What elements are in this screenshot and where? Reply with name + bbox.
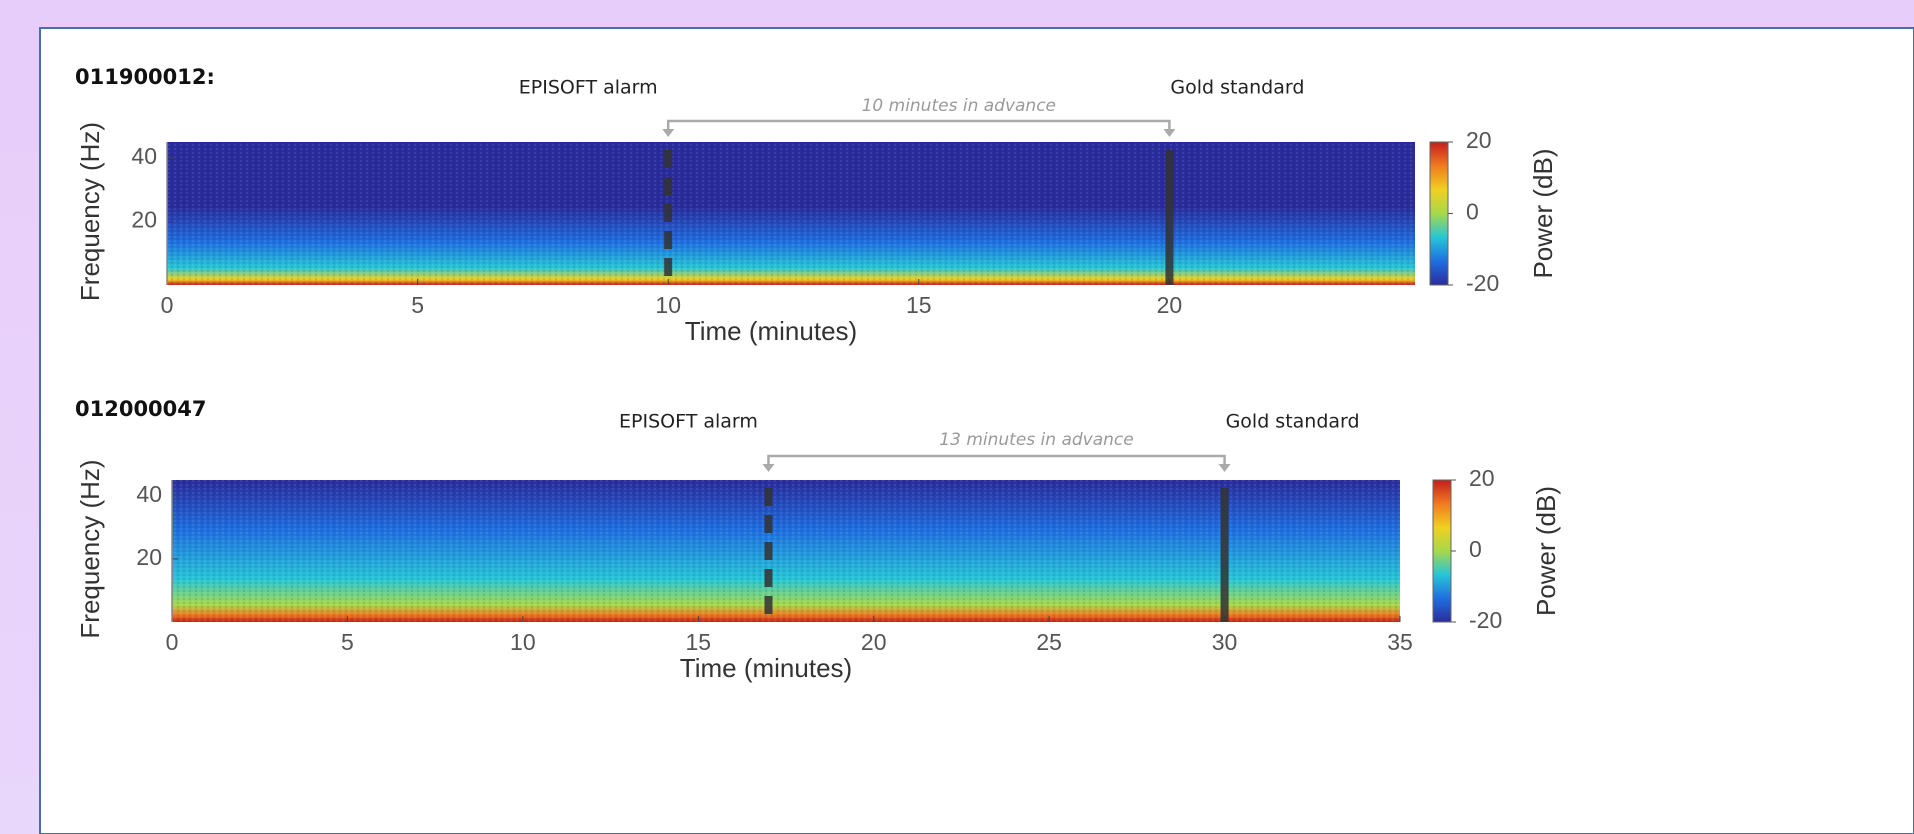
interval-label: 13 minutes in advance [939,430,1133,450]
y-axis-label: Frequency (Hz) [75,459,105,638]
chart-title: 011900012: [75,65,215,89]
colorbar-tick-label: 0 [1466,199,1479,225]
y-tick-label: 40 [136,481,162,507]
x-tick-label: 10 [510,629,536,655]
x-tick-label: 25 [1036,629,1062,655]
x-tick-label: 0 [161,292,174,318]
spectrogram-texture [167,142,1415,285]
y-tick-label: 20 [131,207,157,233]
event-label: EPISOFT alarm [619,411,758,433]
x-axis-label: Time (minutes) [680,653,852,683]
y-tick-label: 20 [136,544,162,570]
x-tick-label: 20 [1157,292,1183,318]
x-axis-label: Time (minutes) [685,316,857,346]
x-tick-label: 0 [166,629,179,655]
event-label: Gold standard [1226,411,1360,433]
colorbar-label: Power (dB) [1531,486,1561,616]
x-tick-label: 20 [861,629,887,655]
x-tick-label: 15 [906,292,932,318]
interval-bracket [666,119,1171,131]
spectrogram-texture [172,480,1400,622]
colorbar-tick-label: -20 [1466,270,1499,296]
x-tick-label: 30 [1212,629,1238,655]
colorbar-tick-label: 20 [1469,465,1495,491]
arrow-head [1163,129,1176,137]
y-tick-label: 40 [131,143,157,169]
x-tick-label: 5 [341,629,354,655]
arrow-head [1218,464,1231,472]
colorbar [1432,479,1452,623]
chart-title: 012000047 [75,397,207,421]
x-tick-label: 10 [655,292,681,318]
y-axis-label: Frequency (Hz) [75,122,105,301]
colorbar-tick-label: -20 [1469,607,1502,633]
x-tick-label: 35 [1387,629,1413,655]
arrow-head [662,129,675,137]
event-label: Gold standard [1170,77,1304,99]
colorbar [1429,141,1449,286]
colorbar-label: Power (dB) [1528,148,1558,278]
x-tick-label: 15 [685,629,711,655]
x-tick-label: 5 [411,292,424,318]
arrow-head [762,464,775,472]
interval-bracket [767,454,1226,466]
colorbar-tick-label: 20 [1466,127,1492,153]
colorbar-tick-label: 0 [1469,536,1482,562]
interval-label: 10 minutes in advance [862,96,1056,116]
event-label: EPISOFT alarm [519,77,658,99]
